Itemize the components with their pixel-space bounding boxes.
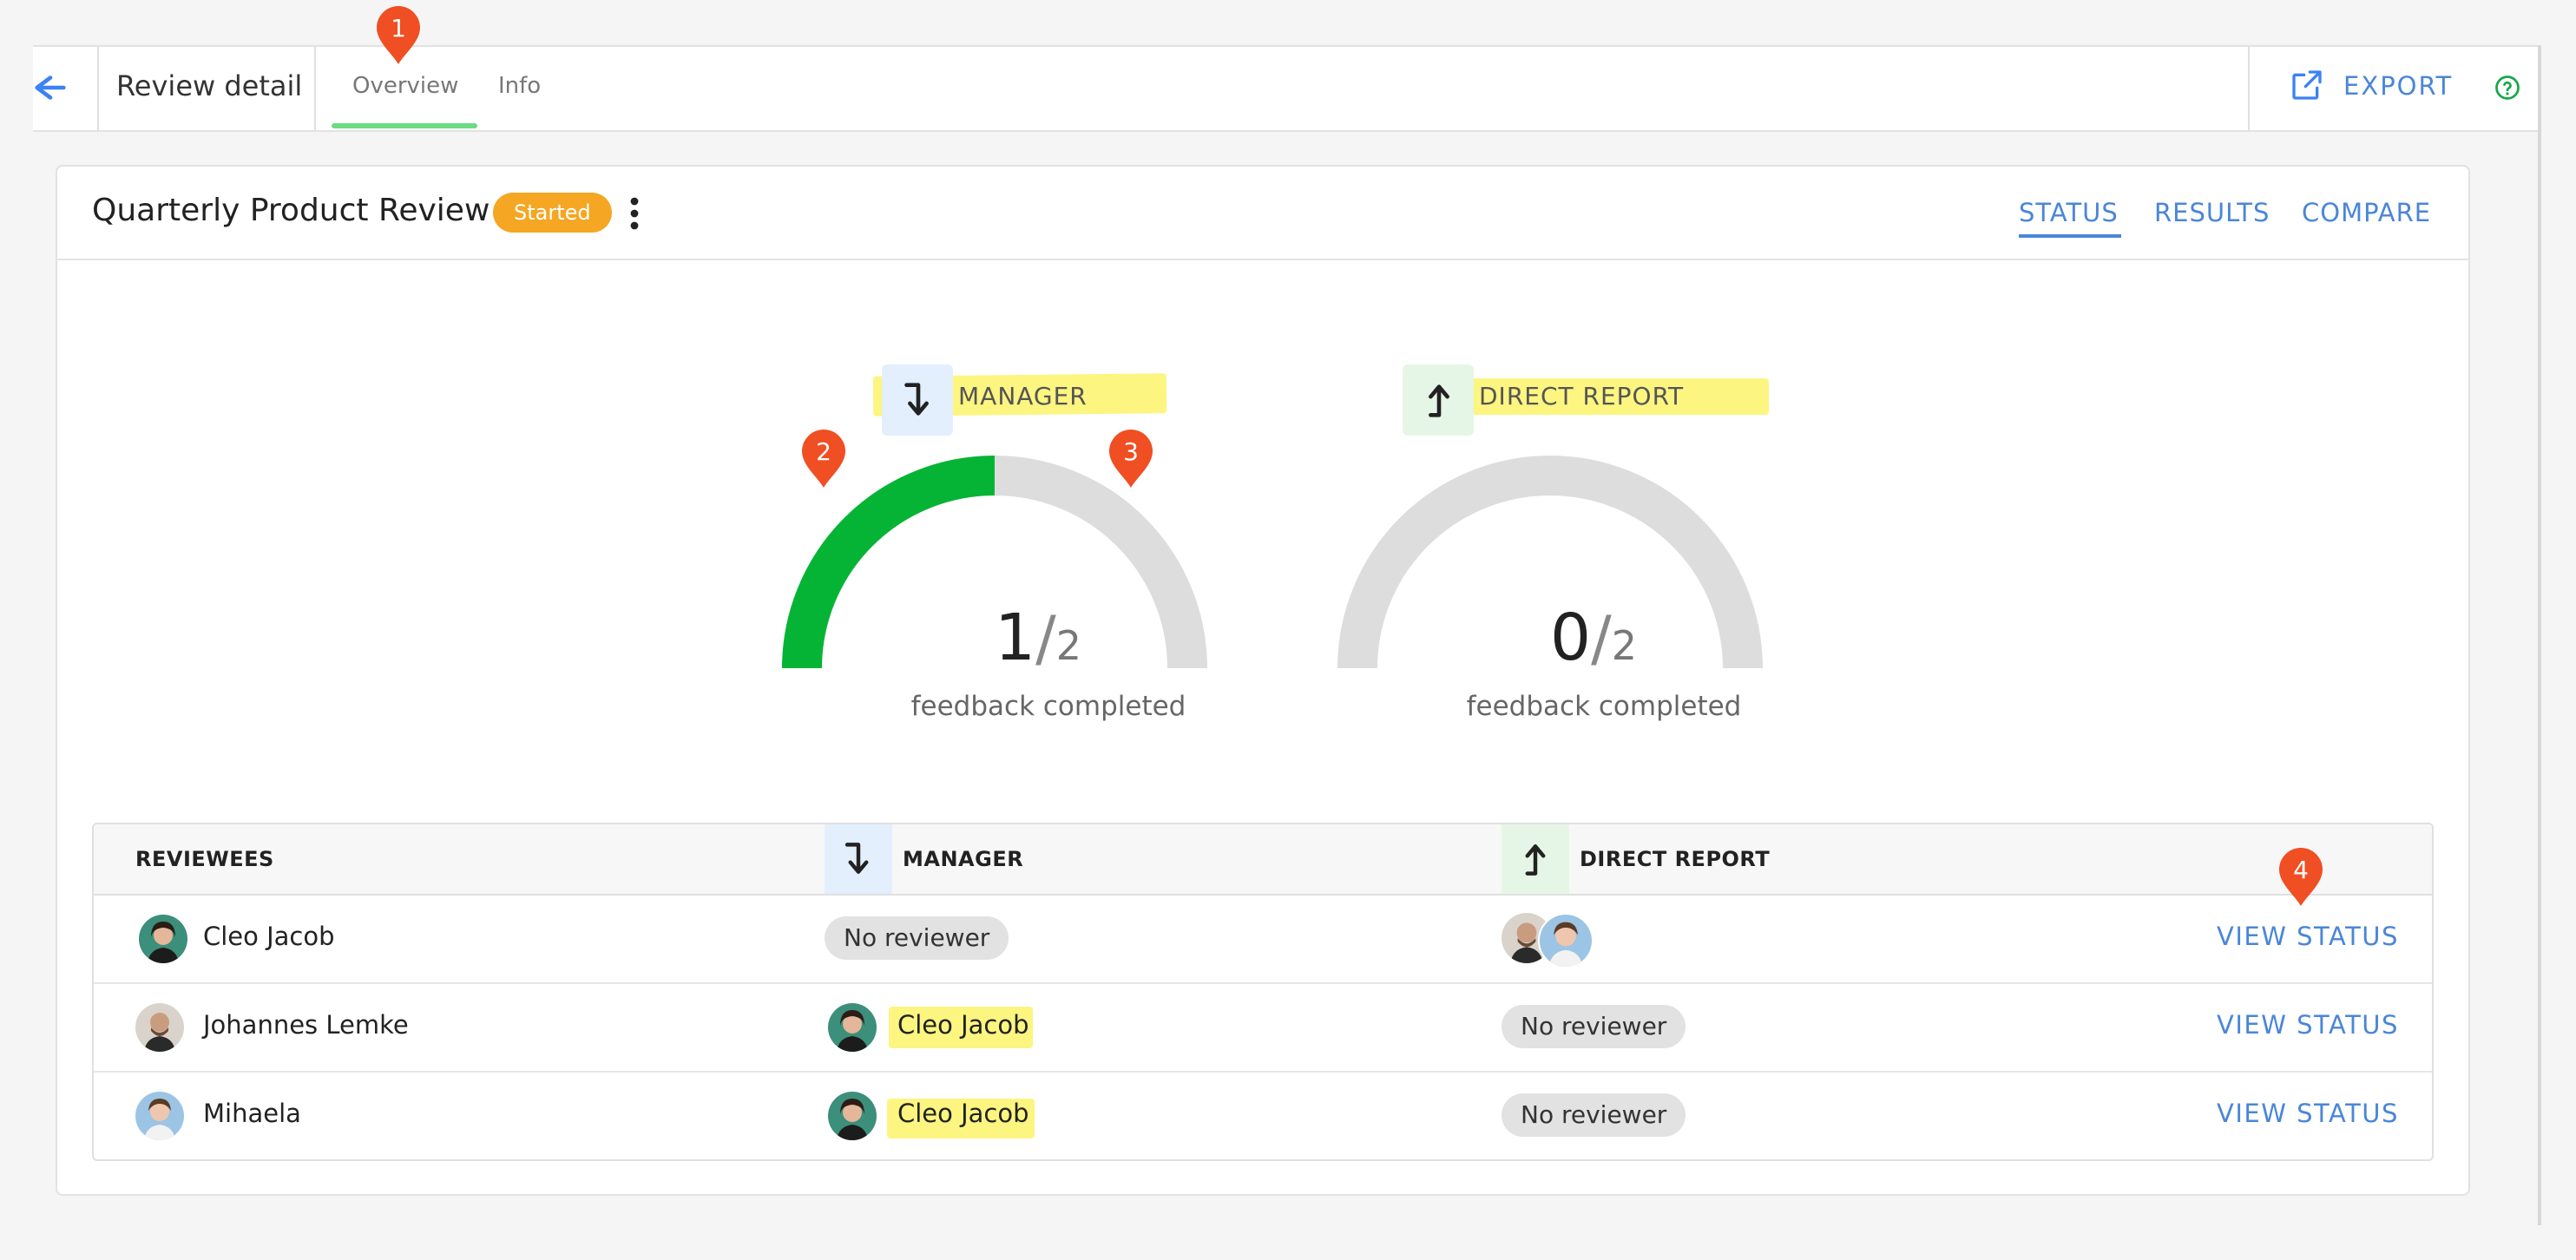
view-status-button[interactable]: VIEW STATUS — [2217, 1099, 2399, 1128]
header-divider — [314, 47, 316, 130]
manager-name: Cleo Jacob — [897, 1010, 1029, 1040]
arrow-up-turn-icon — [1525, 844, 1546, 876]
active-view-indicator — [2019, 234, 2121, 238]
export-button[interactable]: EXPORT — [2343, 71, 2454, 101]
highlight-mark — [889, 1007, 1033, 1048]
arrow-up-turn-icon — [1429, 384, 1449, 417]
top-bar: Review detail Overview Info EXPORT — [33, 45, 2540, 132]
manager-chip — [882, 364, 953, 436]
marker-number: 3 — [1123, 437, 1139, 466]
table-header: REVIEWEES MANAGER DIRECT REPORT — [94, 824, 2432, 896]
marker-pin: 2 — [800, 429, 847, 489]
avatar — [135, 1092, 184, 1140]
kebab-menu-icon[interactable] — [625, 196, 644, 231]
page-title: Review detail — [116, 69, 303, 102]
reviewees-table: REVIEWEES MANAGER DIRECT REPORT Cleo Jac… — [92, 823, 2434, 1161]
table-row: Johannes Lemke Cleo Jacob No reviewer VI… — [94, 984, 2432, 1073]
arrow-down-turn-icon — [904, 383, 929, 416]
gauge-track — [1337, 456, 1763, 669]
gauge-fill — [782, 456, 996, 669]
reviewee-name: Johannes Lemke — [203, 1010, 409, 1040]
scrollbar-edge — [2538, 45, 2541, 1225]
table-row: Cleo Jacob No reviewer VIEW STATUS — [94, 896, 2432, 984]
table-row: Mihaela Cleo Jacob No reviewer VIEW STAT… — [94, 1073, 2432, 1159]
highlight-mark — [887, 1099, 1035, 1139]
gauge-label: MANAGER — [958, 382, 1088, 410]
manager-gauge — [782, 456, 1207, 669]
marker-number: 4 — [2293, 856, 2309, 884]
review-card: Quarterly Product Review Started STATUS … — [56, 165, 2470, 1196]
tab-overview[interactable]: Overview — [352, 73, 459, 99]
arrow-down-turn-icon — [844, 843, 869, 874]
view-status-button[interactable]: VIEW STATUS — [2217, 922, 2399, 951]
marker-pin: 4 — [2277, 847, 2324, 908]
card-header-divider — [57, 259, 2468, 260]
gauge-label: DIRECT REPORT — [1479, 382, 1685, 410]
gauge-count: 1/2 — [995, 600, 1081, 675]
column-header-manager: MANAGER — [903, 847, 1024, 871]
avatar — [139, 915, 187, 963]
gauge-caption: feedback completed — [910, 691, 1186, 722]
direct-report-column-chip — [1502, 824, 1569, 894]
avatar — [828, 1003, 877, 1052]
external-link-icon[interactable] — [2290, 68, 2324, 102]
reviewee-name: Mihaela — [203, 1099, 301, 1128]
tab-status[interactable]: STATUS — [2019, 198, 2119, 227]
column-header-direct-report: DIRECT REPORT — [1580, 847, 1771, 871]
gauge-count: 0/2 — [1550, 600, 1637, 675]
avatar — [135, 1003, 184, 1052]
marker-pin: 3 — [1107, 429, 1154, 489]
reviewee-name: Cleo Jacob — [203, 922, 335, 951]
avatar — [1538, 913, 1594, 968]
highlight-mark — [1458, 378, 1769, 415]
gauge-caption: feedback completed — [1466, 691, 1742, 722]
header-divider — [2248, 47, 2250, 130]
direct-report-gauge — [1337, 456, 1763, 669]
manager-name: Cleo Jacob — [897, 1099, 1029, 1128]
no-reviewer-pill: No reviewer — [1502, 1005, 1686, 1048]
view-status-button[interactable]: VIEW STATUS — [2217, 1010, 2399, 1040]
back-arrow-icon[interactable] — [33, 68, 68, 108]
tab-info[interactable]: Info — [498, 73, 542, 99]
help-circle-icon[interactable] — [2494, 75, 2520, 101]
tab-compare[interactable]: COMPARE — [2302, 198, 2432, 227]
review-title: Quarterly Product Review — [92, 193, 490, 228]
no-reviewer-pill: No reviewer — [1502, 1093, 1686, 1137]
marker-pin: 1 — [375, 5, 422, 66]
direct-report-chip — [1403, 364, 1474, 436]
manager-column-chip — [825, 824, 892, 894]
avatar — [828, 1092, 877, 1140]
marker-number: 2 — [816, 437, 831, 466]
marker-number: 1 — [391, 14, 406, 43]
tab-results[interactable]: RESULTS — [2154, 198, 2270, 227]
no-reviewer-pill: No reviewer — [825, 916, 1009, 960]
header-divider — [97, 47, 99, 130]
active-tab-indicator — [332, 123, 477, 128]
status-badge: Started — [493, 193, 612, 233]
column-header-reviewees: REVIEWEES — [135, 847, 274, 871]
